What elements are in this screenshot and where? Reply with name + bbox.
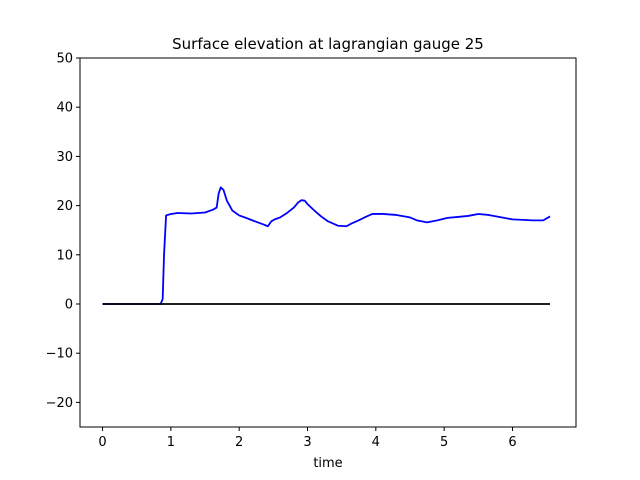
x-tick-label: 1 xyxy=(167,435,175,450)
series-line-0 xyxy=(102,186,551,305)
y-tick-label: 40 xyxy=(56,101,73,116)
x-axis-label: time xyxy=(313,456,342,471)
x-axis: 0 1 2 3 4 5 6 xyxy=(98,427,517,450)
y-tick-label: −10 xyxy=(46,347,73,362)
x-tick-label: 4 xyxy=(372,435,380,450)
y-tick-label: 20 xyxy=(56,199,73,214)
x-tick-label: 6 xyxy=(508,435,516,450)
plot-area xyxy=(80,58,576,427)
plot-frame xyxy=(79,57,577,428)
x-tick-label: 0 xyxy=(98,435,106,450)
y-tick-label: 30 xyxy=(56,150,73,165)
y-tick-label: 0 xyxy=(65,298,73,313)
y-tick-label: −20 xyxy=(46,396,73,411)
y-tick-label: 50 xyxy=(56,52,73,67)
x-tick-label: 3 xyxy=(303,435,311,450)
x-tick-label: 5 xyxy=(440,435,448,450)
y-axis: −20 −10 0 10 20 30 40 50 xyxy=(46,52,80,411)
series-layer xyxy=(102,186,551,305)
y-tick-label: 10 xyxy=(56,248,73,263)
x-tick-label: 2 xyxy=(235,435,243,450)
chart-title: Surface elevation at lagrangian gauge 25 xyxy=(172,35,484,53)
